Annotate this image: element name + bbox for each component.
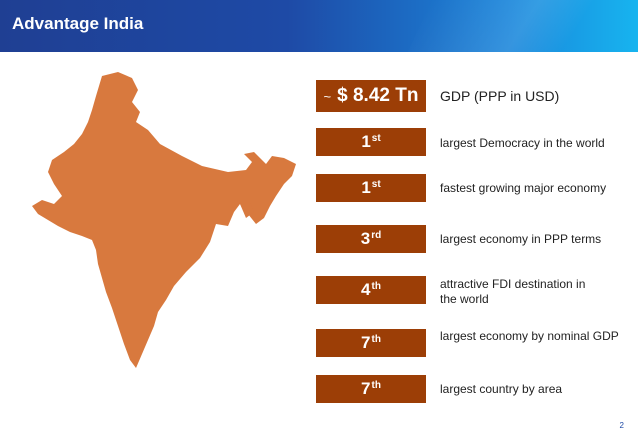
gdp-label: GDP (PPP in USD)	[440, 88, 560, 104]
rank-number: 3	[360, 229, 371, 248]
fact-label-3: largest economy in PPP terms	[440, 232, 602, 246]
gdp-value: $ 8.42 Tn	[337, 85, 419, 106]
fact-label-2: fastest growing major economy	[440, 181, 607, 195]
rank-suffix: rd	[371, 229, 382, 241]
rank-number: 7	[361, 379, 371, 398]
tilde-symbol: ~	[323, 88, 332, 104]
rank-suffix: st	[371, 178, 381, 190]
gdp-badge: ~ $ 8.42 Tn	[316, 80, 426, 112]
rank-suffix: th	[371, 333, 381, 345]
rank-suffix: st	[371, 132, 381, 144]
rank-number: 1	[361, 132, 371, 151]
fact-label-4: attractive FDI destination in the world	[440, 277, 586, 306]
india-map	[32, 72, 296, 368]
rank-suffix: th	[371, 379, 381, 391]
rank-suffix: th	[371, 280, 381, 292]
page-title: Advantage India	[12, 14, 144, 33]
rank-number: 1	[361, 178, 371, 197]
header-decoration	[399, 0, 638, 52]
mainland-shape	[32, 72, 296, 368]
fact-label-1: largest Democracy in the world	[440, 136, 605, 150]
fact-label-5: largest economy by nominal GDP	[440, 329, 619, 343]
rank-number: 4	[361, 280, 371, 299]
fact-label-6: largest country by area	[440, 382, 563, 396]
slide-header: Advantage India	[0, 0, 638, 52]
rank-number: 7	[361, 333, 371, 352]
tripura-shape	[240, 202, 254, 218]
page-number: 2	[619, 421, 624, 430]
